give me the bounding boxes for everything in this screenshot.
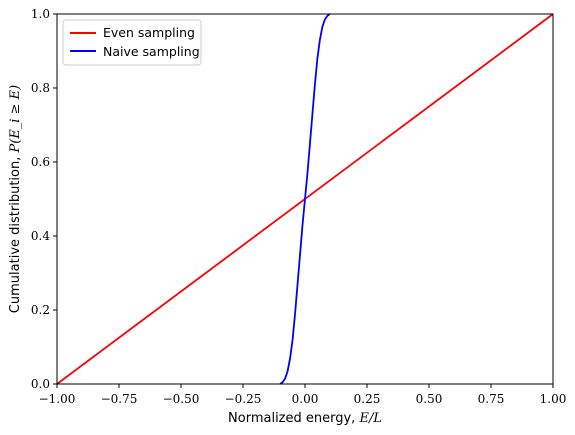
y-axis-label-math: P(E_i ≥ E) — [8, 85, 23, 154]
legend-label-even-sampling: Even sampling — [103, 25, 195, 40]
x-tick-label: 0.75 — [478, 392, 505, 406]
legend-label-naive-sampling: Naive sampling — [103, 44, 200, 59]
y-axis-label: Cumulative distribution, P(E_i ≥ E) — [8, 85, 23, 313]
x-tick-label: −0.50 — [163, 392, 200, 406]
x-tick-label: 1.00 — [540, 392, 567, 406]
x-axis-label-text: Normalized energy, — [228, 411, 359, 426]
legend: Even sampling Naive sampling — [62, 19, 202, 66]
y-axis-ticks: 0.0 0.2 0.4 0.6 0.8 1.0 — [31, 7, 57, 391]
series-line-naive-sampling — [279, 13, 331, 385]
y-tick-label: 0.2 — [31, 303, 50, 317]
plot-area — [56, 13, 554, 385]
y-tick-label: 0.6 — [31, 155, 50, 169]
legend-box — [62, 19, 202, 66]
y-tick-label: 0.8 — [31, 81, 50, 95]
x-tick-label: 0.25 — [354, 392, 381, 406]
x-axis-label-math: E/L — [358, 411, 382, 426]
y-tick-label: 0.4 — [31, 229, 50, 243]
x-tick-label: −0.25 — [225, 392, 262, 406]
y-tick-label: 0.0 — [31, 377, 50, 391]
x-axis-label: Normalized energy, E/L — [228, 411, 382, 426]
x-tick-label: 0.00 — [292, 392, 319, 406]
x-tick-label: −1.00 — [39, 392, 76, 406]
series-layer — [56, 13, 554, 385]
y-tick-label: 1.0 — [31, 7, 50, 21]
x-axis-ticks: −1.00 −0.75 −0.50 −0.25 0.00 0.25 0.50 0.75 1.00 — [39, 384, 567, 406]
y-axis-label-text: Cumulative distribution, — [8, 153, 23, 314]
x-tick-label: 0.50 — [416, 392, 443, 406]
x-tick-label: −0.75 — [101, 392, 138, 406]
